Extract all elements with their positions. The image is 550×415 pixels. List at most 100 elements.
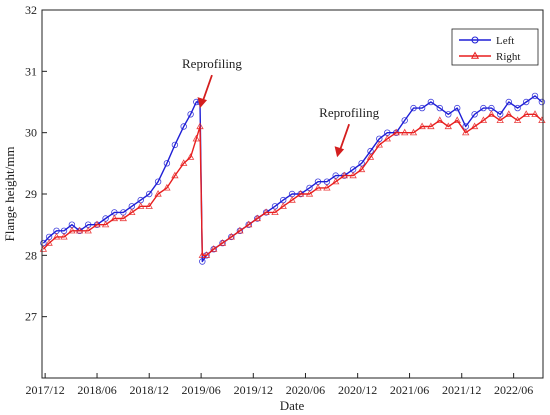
data-point-right	[227, 232, 235, 240]
data-point-left	[480, 104, 487, 112]
data-point-right	[192, 134, 200, 142]
annotation-arrow-head	[334, 146, 345, 158]
data-point-left	[454, 104, 461, 112]
annotation-reprofiling: Reprofiling	[319, 105, 380, 158]
data-point-right	[453, 116, 461, 123]
x-tick-label: 2021/06	[390, 383, 429, 397]
y-tick-label: 27	[25, 310, 37, 324]
data-point-left	[427, 98, 435, 106]
data-point-right	[323, 183, 331, 191]
data-point-right	[186, 153, 195, 160]
data-point-right	[409, 128, 418, 136]
data-point-right	[288, 196, 296, 203]
data-point-left	[531, 92, 539, 100]
annotation-label: Reprofiling	[319, 105, 379, 120]
y-tick-label: 32	[25, 3, 37, 17]
y-tick-label: 30	[25, 126, 37, 140]
data-point-right	[218, 239, 227, 246]
data-point-left	[514, 104, 521, 112]
x-tick-label: 2019/06	[181, 383, 220, 397]
data-point-right	[210, 245, 218, 252]
data-point-right	[470, 122, 479, 130]
data-point-right	[137, 202, 145, 209]
data-point-right	[45, 239, 53, 246]
data-point-right	[375, 140, 383, 148]
data-point-right	[427, 122, 435, 130]
data-point-right	[487, 110, 496, 117]
data-point-right	[383, 134, 391, 142]
data-point-right	[279, 202, 287, 209]
data-point-right	[198, 251, 206, 258]
data-point-right	[401, 128, 409, 136]
data-point-right	[349, 171, 357, 179]
data-point-right	[68, 226, 76, 234]
data-point-right	[418, 122, 426, 130]
data-point-right	[357, 165, 366, 173]
data-point-right	[531, 110, 539, 117]
annotation-arrow-shaft	[338, 123, 350, 152]
data-point-left	[154, 178, 162, 185]
x-tick-label: 2018/06	[77, 383, 116, 397]
data-point-right	[180, 159, 188, 166]
data-point-right	[332, 177, 340, 185]
data-point-right	[202, 251, 211, 258]
x-tick-label: 2017/12	[25, 383, 64, 397]
data-point-right	[60, 232, 68, 240]
data-point-right	[513, 116, 522, 123]
annotation-arrow-shaft	[201, 74, 213, 103]
data-point-right	[101, 220, 110, 228]
data-point-left	[163, 160, 171, 167]
data-point-right	[163, 183, 171, 191]
data-point-left	[505, 98, 512, 106]
annotation-reprofiling: Reprofiling	[182, 56, 242, 109]
data-point-right	[522, 110, 530, 117]
data-point-left	[199, 258, 206, 265]
x-axis-title: Date	[280, 398, 305, 413]
data-point-right	[236, 226, 244, 234]
data-point-left	[410, 104, 417, 112]
series-right	[39, 110, 546, 258]
data-point-left	[418, 104, 426, 112]
data-point-left	[538, 98, 546, 106]
y-axis-title: Flange height/mm	[2, 147, 17, 242]
data-point-right	[505, 110, 513, 117]
data-point-left	[471, 111, 478, 118]
legend: Left Right	[451, 28, 539, 66]
data-point-right	[436, 116, 444, 123]
y-tick-label: 29	[25, 187, 37, 201]
data-point-right	[496, 116, 504, 123]
x-tick-label: 2022/06	[494, 383, 533, 397]
data-point-right	[171, 171, 179, 179]
x-tick-label: 2020/12	[338, 383, 377, 397]
data-point-right	[366, 153, 375, 160]
legend-swatch-left-marker	[471, 36, 479, 44]
legend-swatch-right-marker	[470, 51, 480, 59]
x-tick-label: 2020/06	[286, 383, 325, 397]
data-point-right	[84, 226, 92, 234]
data-point-left	[171, 141, 179, 149]
y-tick-label: 28	[25, 248, 37, 262]
data-point-right	[253, 214, 261, 222]
data-point-right	[145, 202, 153, 209]
data-point-right	[392, 128, 400, 136]
data-point-right	[75, 226, 84, 234]
data-point-left	[523, 98, 530, 106]
data-point-right	[119, 214, 127, 222]
data-point-left	[180, 123, 187, 130]
data-point-right	[271, 208, 279, 215]
data-point-left	[145, 190, 153, 198]
data-point-right	[128, 208, 136, 215]
annotation-layer: Reprofiling Reprofiling	[182, 56, 380, 158]
data-point-right	[52, 232, 61, 240]
x-tick-label: 2019/12	[234, 383, 273, 397]
data-point-right	[245, 220, 253, 228]
axis-layer: 2017/12 2018/06 2018/12 2019/06 2019/12 2020/…	[25, 3, 533, 397]
data-point-left	[401, 117, 408, 124]
data-point-right	[262, 208, 270, 215]
y-tick-label: 31	[25, 64, 37, 78]
legend-box	[451, 28, 539, 66]
data-point-left	[436, 104, 443, 112]
data-point-right	[93, 220, 101, 228]
